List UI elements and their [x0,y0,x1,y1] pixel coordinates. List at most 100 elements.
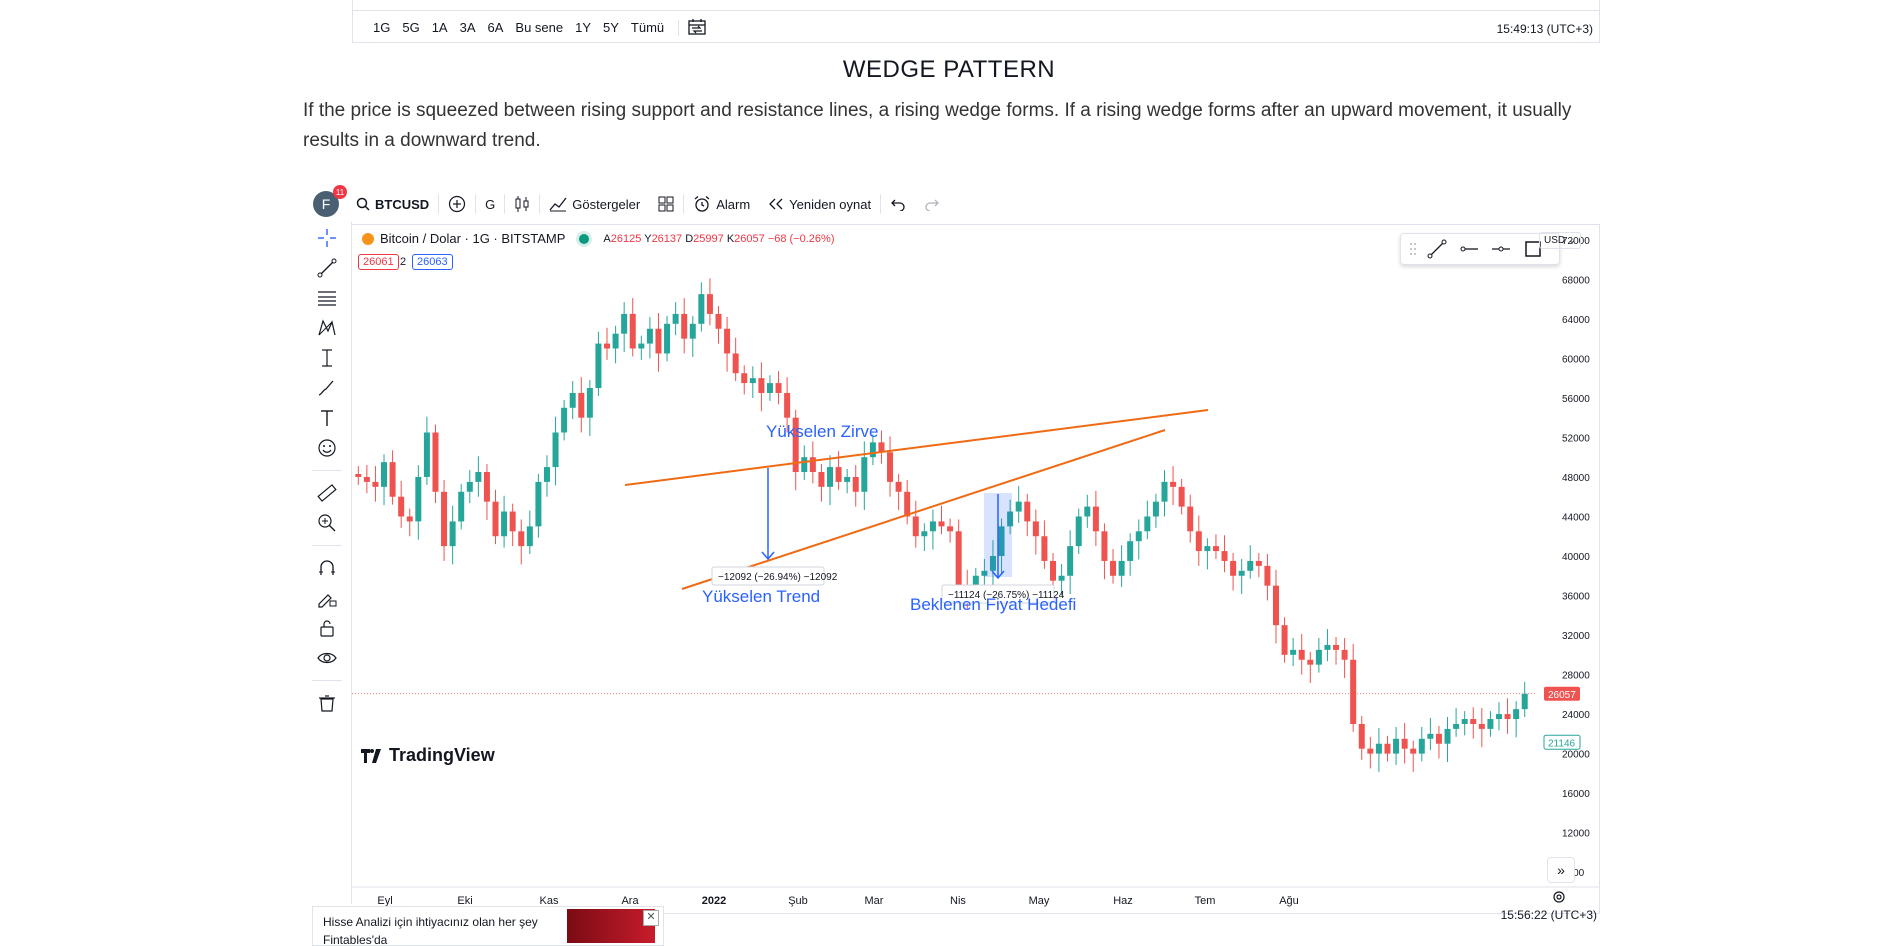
range-5y[interactable]: 5Y [603,20,619,35]
price-chart[interactable]: 72000 68000 64000 60000 56000 52000 48000 44000… [352,225,1599,913]
compare-symbol-button[interactable] [439,190,475,218]
trend-line-tool[interactable] [309,254,345,282]
candle-body [1049,560,1056,581]
spread-value: 2 [400,256,407,268]
avatar[interactable]: F 11 [313,185,347,217]
tradingview-watermark[interactable]: TradingView [361,745,495,766]
crosshair-icon [318,229,336,247]
currency-select[interactable]: USD ⌄ [1539,232,1582,249]
scroll-to-realtime-button[interactable]: » [1547,857,1575,883]
candle-body [381,462,388,487]
chart-type-button[interactable] [505,190,539,218]
price-tick-label: 52000 [1562,433,1590,444]
indicators-icon [549,197,567,212]
candle-body [389,462,396,497]
emoji-tool[interactable] [309,434,345,462]
candle-body [1281,625,1288,655]
range-1m[interactable]: 1A [431,20,448,35]
candle-body [1272,585,1279,626]
candle-body [724,328,731,354]
candle-body [1401,738,1408,749]
float-trend-line-button[interactable] [1423,235,1451,263]
candle-body [1504,714,1511,720]
lock-drawings-tool[interactable] [309,614,345,642]
date-range-picker-icon[interactable] [687,18,707,41]
undo-button[interactable] [881,190,915,218]
plus-circle-icon [449,195,466,213]
magnet-tool[interactable] [309,554,345,582]
measure1-box [711,566,825,586]
candle-body [1495,714,1502,720]
text-tool[interactable] [309,404,345,432]
ad-image[interactable] [567,909,655,943]
hide-drawings-tool[interactable] [309,644,345,672]
brush-icon [318,380,334,396]
alarm-clock-icon [694,196,710,212]
symbol-title[interactable]: Bitcoin / Dolar · 1G · BITSTAMP [380,231,566,246]
secondary-price-label: 21146 [1548,738,1576,749]
replay-button[interactable]: Yeniden oynat [759,190,880,218]
candle-body [552,432,559,468]
measure2-arrow [991,570,1005,580]
symbol-label: BTCUSD [375,196,430,212]
range-ytd[interactable]: Bu sene [515,20,564,35]
candle-body [1178,486,1185,507]
time-tick-label: Ağu [1279,895,1299,907]
layouts-button[interactable] [649,190,683,218]
ad-close-button[interactable]: ✕ [643,910,659,926]
candle-body [775,383,782,393]
redo-button[interactable] [915,190,949,218]
brush-tool[interactable] [309,374,345,402]
float-rectangle-button[interactable] [1519,235,1547,263]
candle-body [415,476,422,522]
time-tick-label: May [1029,895,1050,907]
market-status-icon[interactable] [579,233,590,244]
indicators-button[interactable]: Göstergeler [540,190,649,218]
float-horizontal-line-button[interactable] [1487,235,1515,263]
prediction-tool[interactable] [309,344,345,372]
measure1-arrow [761,551,775,561]
float-ray-button[interactable] [1455,235,1483,263]
candle-body [869,442,876,458]
candle-body [501,511,508,537]
fib-tool[interactable] [309,284,345,312]
candle-body [766,383,773,393]
alarm-button[interactable]: Alarm [684,190,759,218]
ruler-tool[interactable] [309,479,345,507]
candle-body [1007,511,1014,527]
sell-price-button[interactable]: 26061 [358,254,399,270]
price-tick-label: 44000 [1562,512,1590,523]
ad-banner[interactable]: Hisse Analizi için ihtiyacınız olan her … [312,906,664,946]
range-6m[interactable]: 6A [487,20,504,35]
range-1y[interactable]: 1Y [575,20,592,35]
candle-body [1110,560,1117,576]
price-tick-label: 72000 [1562,236,1590,247]
candle-body [1092,506,1099,532]
time-axis-settings-icon[interactable] [1552,890,1566,909]
rectangle-icon [1525,241,1541,257]
candle-body [1487,719,1494,729]
range-5d[interactable]: 5G [402,20,420,35]
candle-body [1230,560,1237,576]
candle-body [835,467,842,482]
range-1d[interactable]: 1G [373,20,391,35]
symbol-search-button[interactable]: BTCUSD [347,190,438,218]
candle-body [989,556,996,571]
candle-body [784,392,791,418]
time-tick-label: Nis [950,895,966,907]
price-change: −68 (−0.26%) [767,232,835,245]
candle-body [1221,551,1228,561]
candle-body [509,511,516,532]
chart-pane[interactable]: 72000 68000 64000 60000 56000 52000 48000 44000… [352,224,1600,914]
drag-handle-icon[interactable] [1407,235,1419,263]
range-3m[interactable]: 3A [459,20,476,35]
buy-price-button[interactable]: 26063 [412,254,453,270]
interval-button[interactable]: G [485,196,496,212]
stay-drawing-tool[interactable] [309,584,345,612]
range-all[interactable]: Tümü [630,20,665,35]
zoom-tool[interactable] [309,509,345,537]
remove-drawings-tool[interactable] [309,689,345,717]
pattern-tool[interactable] [309,314,345,342]
crosshair-tool[interactable] [309,224,345,252]
candle-body [1315,649,1322,665]
